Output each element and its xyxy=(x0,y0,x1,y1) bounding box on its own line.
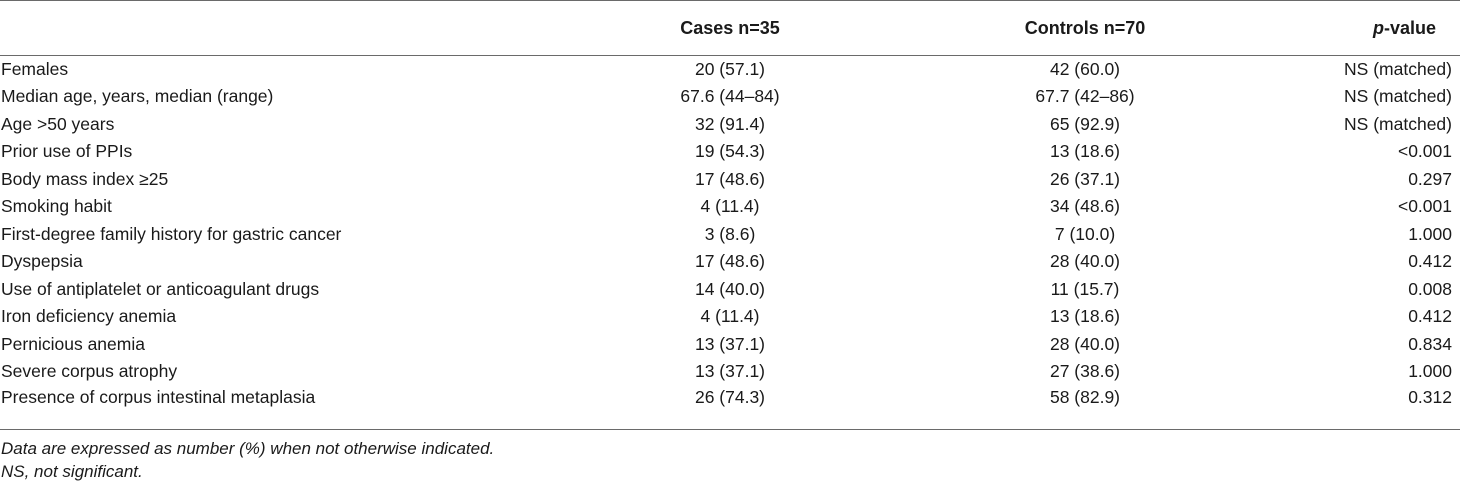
row-controls-value: 28 (40.0) xyxy=(1049,333,1121,354)
row-controls-value: 28 (40.0) xyxy=(1049,251,1121,272)
table-row: Females 20 (57.1) 42 (60.0) NS (matched) xyxy=(0,56,1460,84)
row-cases-value: 17 (48.6) xyxy=(694,168,766,189)
header-p-prefix: p xyxy=(1372,17,1384,38)
table-row: Pernicious anemia 13 (37.1) 28 (40.0) 0.… xyxy=(0,331,1460,359)
row-cases-value: 3 (8.6) xyxy=(704,223,756,244)
row-label: Use of antiplatelet or anticoagulant dru… xyxy=(1,278,320,299)
table-row: Dyspepsia 17 (48.6) 28 (40.0) 0.412 xyxy=(0,248,1460,276)
row-label: Median age, years, median (range) xyxy=(1,86,274,107)
row-p-value: 0.297 xyxy=(1408,168,1452,189)
row-cases-value: 67.6 (44–84) xyxy=(680,86,780,107)
table-body: Females 20 (57.1) 42 (60.0) NS (matched)… xyxy=(0,56,1460,414)
row-p-value: NS (matched) xyxy=(1344,86,1452,107)
row-controls-value: 26 (37.1) xyxy=(1049,168,1121,189)
header-label-cell xyxy=(0,0,575,56)
row-p-value: NS (matched) xyxy=(1344,113,1452,134)
table-row: Iron deficiency anemia 4 (11.4) 13 (18.6… xyxy=(0,303,1460,331)
row-label: First-degree family history for gastric … xyxy=(1,223,342,244)
row-p-value: 1.000 xyxy=(1408,361,1452,382)
row-cases-value: 19 (54.3) xyxy=(694,141,766,162)
table-row: Body mass index ≥25 17 (48.6) 26 (37.1) … xyxy=(0,166,1460,194)
row-label: Severe corpus atrophy xyxy=(1,361,178,382)
row-label: Dyspepsia xyxy=(1,251,83,272)
row-p-value: 0.412 xyxy=(1408,251,1452,272)
row-p-value: 1.000 xyxy=(1408,223,1452,244)
header-cases: Cases n=35 xyxy=(575,0,865,56)
row-label: Body mass index ≥25 xyxy=(1,168,169,189)
row-controls-value: 11 (15.7) xyxy=(1050,278,1120,299)
row-cases-value: 14 (40.0) xyxy=(694,278,766,299)
header-row: Cases n=35 Controls n=70 p-value xyxy=(0,0,1460,56)
footnote-ns-definition: NS, not significant. xyxy=(1,461,143,481)
row-cases-value: 4 (11.4) xyxy=(700,196,760,217)
row-p-value: 0.312 xyxy=(1408,386,1452,407)
header-p-suffix: -value xyxy=(1383,17,1436,38)
table-row: First-degree family history for gastric … xyxy=(0,221,1460,249)
table-footnotes: Data are expressed as number (%) when no… xyxy=(1,438,494,483)
footnote-data-expression: Data are expressed as number (%) when no… xyxy=(1,439,495,458)
row-controls-value: 27 (38.6) xyxy=(1049,361,1121,382)
characteristics-table: Cases n=35 Controls n=70 p-value Females… xyxy=(0,0,1460,414)
table-row: Use of antiplatelet or anticoagulant dru… xyxy=(0,276,1460,304)
row-controls-value: 7 (10.0) xyxy=(1054,223,1116,244)
table-header: Cases n=35 Controls n=70 p-value xyxy=(0,0,1460,56)
row-controls-value: 13 (18.6) xyxy=(1049,306,1121,327)
row-label: Smoking habit xyxy=(1,196,112,217)
table-row: Median age, years, median (range) 67.6 (… xyxy=(0,83,1460,111)
table-row: Age >50 years 32 (91.4) 65 (92.9) NS (ma… xyxy=(0,111,1460,139)
row-controls-value: 42 (60.0) xyxy=(1049,59,1121,79)
row-p-value: <0.001 xyxy=(1397,141,1452,162)
row-p-value: <0.001 xyxy=(1397,196,1452,217)
row-p-value: 0.412 xyxy=(1408,306,1452,327)
table-row: Smoking habit 4 (11.4) 34 (48.6) <0.001 xyxy=(0,193,1460,221)
row-controls-value: 65 (92.9) xyxy=(1049,113,1121,134)
table-row: Prior use of PPIs 19 (54.3) 13 (18.6) <0… xyxy=(0,138,1460,166)
row-label: Iron deficiency anemia xyxy=(1,306,177,327)
table-row: Presence of corpus intestinal metaplasia… xyxy=(0,386,1460,414)
row-controls-value: 67.7 (42–86) xyxy=(1035,86,1135,107)
characteristics-table-container: Cases n=35 Controls n=70 p-value Females… xyxy=(0,0,1460,414)
table-row: Severe corpus atrophy 13 (37.1) 27 (38.6… xyxy=(0,358,1460,386)
row-label: Females xyxy=(1,59,69,79)
row-cases-value: 13 (37.1) xyxy=(694,333,766,354)
row-label: Pernicious anemia xyxy=(1,333,145,354)
row-cases-value: 32 (91.4) xyxy=(694,113,766,134)
row-controls-value: 58 (82.9) xyxy=(1049,386,1121,407)
row-label: Prior use of PPIs xyxy=(1,141,133,162)
row-label: Presence of corpus intestinal metaplasia xyxy=(1,386,316,407)
row-cases-value: 13 (37.1) xyxy=(694,361,766,382)
row-cases-value: 17 (48.6) xyxy=(694,251,766,272)
row-controls-value: 13 (18.6) xyxy=(1049,141,1121,162)
row-controls-value: 34 (48.6) xyxy=(1049,196,1121,217)
row-cases-value: 4 (11.4) xyxy=(700,306,760,327)
row-p-value: 0.008 xyxy=(1408,278,1452,299)
row-p-value: 0.834 xyxy=(1408,333,1452,354)
header-p-value: p-value xyxy=(1305,0,1460,56)
row-p-value: NS (matched) xyxy=(1344,59,1452,79)
row-cases-value: 20 (57.1) xyxy=(694,59,766,79)
row-label: Age >50 years xyxy=(1,113,115,134)
row-cases-value: 26 (74.3) xyxy=(694,386,766,407)
table-bottom-rule xyxy=(0,429,1460,430)
header-controls: Controls n=70 xyxy=(865,0,1305,56)
